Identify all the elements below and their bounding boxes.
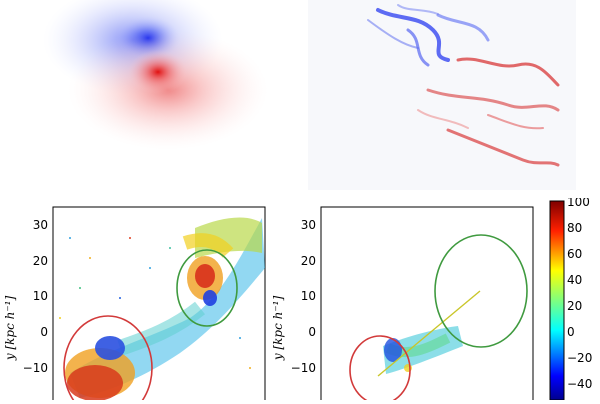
bottom-left-plot: y [kpc h⁻¹] 30 20 10 0 −10 <box>0 198 300 404</box>
plot-frame <box>320 206 534 403</box>
colorbar-gradient <box>549 200 565 401</box>
colorbar-tick-label: 40 <box>567 273 582 287</box>
red-filaments <box>417 57 560 167</box>
y-axis-label: y [kpc h⁻¹] <box>3 296 17 362</box>
colorbar-tick-label: 0 <box>567 325 575 339</box>
y-tick-label: 30 <box>301 218 316 232</box>
bottom-right-plot: y [kpc h⁻¹] 30 20 10 0 −10 <box>268 198 548 404</box>
y-tick-label: 10 <box>301 289 316 303</box>
colorbar-tick-label: 80 <box>567 221 582 235</box>
y-axis-label: y [kpc h⁻¹] <box>271 296 285 362</box>
red-circle <box>63 315 153 404</box>
green-circle <box>434 234 528 348</box>
colorbar-tick-label: 60 <box>567 247 582 261</box>
y-tick-label: 0 <box>308 325 316 339</box>
colorbar: 100 80 60 40 20 0 −20 −40 <box>548 195 600 401</box>
colorbar-tick-label: 20 <box>567 299 582 313</box>
y-tick-label: 20 <box>33 254 48 268</box>
top-left-velocity-map <box>38 0 306 190</box>
red-circle <box>349 335 411 404</box>
scatter-particles <box>59 237 251 369</box>
colorbar-tick-label: −20 <box>567 351 592 365</box>
colorbar-tick-label: −40 <box>567 377 592 391</box>
colorbar-tick-label: 100 <box>567 198 590 209</box>
y-tick-label: 30 <box>33 218 48 232</box>
blue-filaments <box>367 4 490 67</box>
y-tick-labels: 30 20 10 0 −10 <box>291 218 316 375</box>
y-tick-label: −10 <box>23 361 48 375</box>
y-tick-label: 10 <box>33 289 48 303</box>
red-core <box>128 50 188 94</box>
top-right-velocity-map <box>308 0 576 190</box>
axis-line <box>377 290 481 377</box>
green-circle <box>176 249 238 327</box>
y-tick-label: 0 <box>40 325 48 339</box>
y-tick-labels: 30 20 10 0 −10 <box>23 218 48 375</box>
y-tick-label: 20 <box>301 254 316 268</box>
y-tick-label: −10 <box>291 361 316 375</box>
colorbar-ticks: 100 80 60 40 20 0 −20 −40 <box>567 195 592 391</box>
